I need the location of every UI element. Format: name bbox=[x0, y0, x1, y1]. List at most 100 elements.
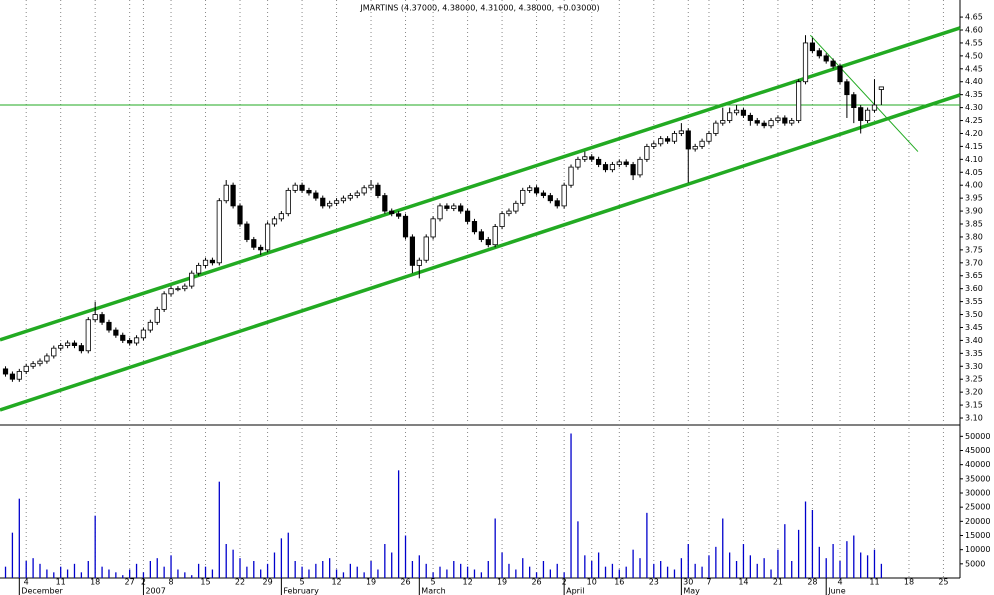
candle-body bbox=[44, 355, 50, 362]
candle-body bbox=[609, 164, 616, 171]
x-tick-label: 7 bbox=[706, 578, 711, 587]
candle-body bbox=[747, 114, 753, 121]
candle-body bbox=[623, 161, 629, 165]
candle-body bbox=[423, 236, 429, 261]
candle-body bbox=[796, 81, 802, 121]
candle-body bbox=[596, 158, 602, 165]
candle-body bbox=[637, 158, 643, 176]
candle-body bbox=[768, 120, 774, 127]
candle-body bbox=[244, 223, 250, 240]
x-tick-label: 29 bbox=[262, 578, 272, 587]
volume-y-tick-label: 30000 bbox=[965, 489, 990, 498]
x-tick-label: 10 bbox=[587, 578, 597, 587]
y-tick-label: 4.05 bbox=[965, 168, 983, 177]
candle-body bbox=[451, 205, 457, 209]
volume-y-tick-label: 35000 bbox=[965, 474, 990, 483]
candle-body bbox=[430, 218, 436, 238]
candle-body bbox=[851, 94, 857, 109]
candle-body bbox=[561, 184, 567, 207]
y-tick-label: 4.25 bbox=[965, 116, 983, 125]
candle-body bbox=[306, 189, 312, 194]
y-tick-label: 3.20 bbox=[965, 388, 983, 397]
month-label: December bbox=[21, 587, 63, 595]
volume-y-tick-label: 40000 bbox=[965, 460, 990, 469]
candle-body bbox=[278, 213, 284, 220]
candle-body bbox=[858, 107, 864, 121]
candle-body bbox=[396, 213, 402, 217]
candle-body bbox=[182, 285, 188, 290]
x-tick-label: 16 bbox=[614, 578, 624, 587]
candle-body bbox=[375, 184, 381, 196]
candle-body bbox=[651, 143, 657, 147]
candle-body bbox=[575, 158, 581, 168]
candle-body bbox=[340, 197, 347, 202]
candle-body bbox=[320, 197, 326, 207]
candle-body bbox=[264, 223, 271, 251]
candle-body bbox=[230, 184, 236, 207]
y-tick-label: 3.15 bbox=[965, 401, 983, 410]
candle-body bbox=[802, 42, 809, 83]
candle-body bbox=[733, 109, 740, 114]
candle-body bbox=[196, 264, 202, 274]
candle-body bbox=[533, 187, 540, 194]
candle-body bbox=[864, 109, 871, 121]
candle-body bbox=[540, 192, 547, 196]
y-tick-label: 3.10 bbox=[965, 414, 983, 423]
x-tick-label: 8 bbox=[168, 578, 173, 587]
candle-body bbox=[830, 60, 836, 67]
candle-body bbox=[299, 184, 305, 191]
candle-body bbox=[602, 164, 609, 171]
x-tick-label: 21 bbox=[773, 578, 783, 587]
x-tick-label: 27 bbox=[125, 578, 135, 587]
candle-body bbox=[216, 200, 222, 264]
candle-body bbox=[168, 288, 174, 295]
candle-body bbox=[113, 329, 119, 336]
candle-body bbox=[471, 221, 478, 233]
y-tick-label: 4.00 bbox=[965, 181, 983, 190]
y-tick-label: 4.20 bbox=[965, 129, 983, 138]
candle-body bbox=[520, 189, 526, 204]
y-tick-label: 4.50 bbox=[965, 51, 983, 60]
candle-body bbox=[823, 55, 829, 62]
candle-body bbox=[251, 239, 257, 248]
candle-body bbox=[664, 138, 671, 142]
candle-body bbox=[347, 195, 353, 199]
candle-body bbox=[9, 373, 16, 380]
volume-y-tick-label: 10000 bbox=[965, 545, 990, 554]
candle-body bbox=[458, 205, 464, 212]
candle-body bbox=[85, 319, 91, 352]
candle-body bbox=[630, 164, 636, 176]
candle-body bbox=[285, 189, 291, 215]
candle-body bbox=[92, 314, 98, 321]
month-label: June bbox=[827, 587, 846, 595]
candle-body bbox=[327, 202, 333, 207]
candle-body bbox=[437, 205, 443, 220]
y-tick-label: 3.95 bbox=[965, 194, 983, 203]
candle-body bbox=[692, 146, 698, 150]
candle-body bbox=[644, 146, 650, 160]
x-tick-label: 15 bbox=[200, 578, 210, 587]
candle-body bbox=[368, 184, 374, 189]
volume-y-tick-label: 5000 bbox=[965, 559, 985, 568]
x-tick-label: 11 bbox=[56, 578, 66, 587]
candle-body bbox=[99, 314, 105, 323]
candle-body bbox=[202, 259, 209, 266]
x-tick-label: 18 bbox=[904, 578, 914, 587]
candle-body bbox=[354, 192, 360, 196]
x-tick-label: 4 bbox=[24, 578, 29, 587]
y-tick-label: 3.50 bbox=[965, 310, 983, 319]
candle-body bbox=[816, 50, 822, 57]
candle-body bbox=[175, 288, 181, 291]
y-tick-label: 4.40 bbox=[965, 77, 983, 86]
candle-body bbox=[389, 210, 395, 215]
candle-body bbox=[499, 213, 505, 227]
candle-body bbox=[789, 120, 795, 124]
candle-body bbox=[782, 117, 788, 124]
candle-body bbox=[71, 342, 78, 346]
y-tick-label: 4.15 bbox=[965, 142, 983, 151]
x-tick-label: 23 bbox=[649, 578, 659, 587]
candle-body bbox=[485, 239, 491, 246]
x-tick-label: 19 bbox=[366, 578, 376, 587]
candle-body bbox=[478, 231, 484, 240]
y-tick-label: 3.65 bbox=[965, 271, 983, 280]
